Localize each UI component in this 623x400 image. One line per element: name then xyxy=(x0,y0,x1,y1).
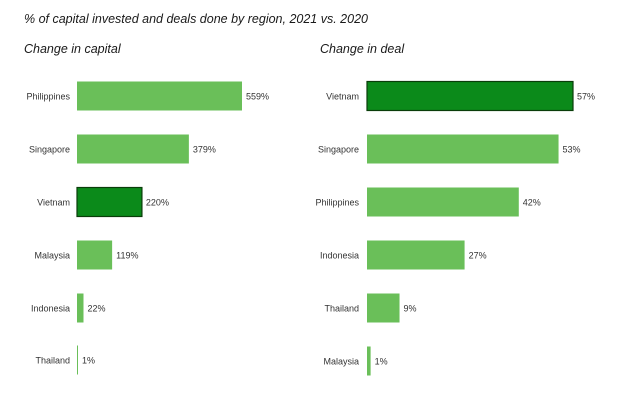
capital-category-label-indonesia: Indonesia xyxy=(31,304,70,314)
capital-value-label-vietnam: 220% xyxy=(146,198,169,208)
capital-value-label-malaysia: 119% xyxy=(116,251,138,261)
deal-value-label-malaysia: 1% xyxy=(375,357,388,367)
capital-panel-title: Change in capital xyxy=(24,42,121,56)
capital-category-label-thailand: Thailand xyxy=(35,356,70,366)
deal-bar-thailand xyxy=(367,293,400,323)
capital-value-label-singapore: 379% xyxy=(193,145,216,155)
deal-category-label-malaysia: Malaysia xyxy=(323,357,359,367)
capital-value-label-indonesia: 22% xyxy=(87,304,105,314)
capital-category-label-philippines: Philippines xyxy=(26,92,70,102)
deal-bar-singapore xyxy=(367,134,559,164)
deal-category-label-vietnam: Vietnam xyxy=(326,92,359,102)
deal-panel-title: Change in deal xyxy=(320,42,405,56)
capital-bar-philippines xyxy=(77,81,242,111)
deal-category-label-thailand: Thailand xyxy=(324,304,359,314)
deal-category-label-philippines: Philippines xyxy=(315,198,359,208)
capital-bar-vietnam xyxy=(76,186,143,218)
capital-bar-indonesia xyxy=(77,293,84,323)
capital-bar-malaysia xyxy=(77,240,113,270)
chart-title: % of capital invested and deals done by … xyxy=(24,12,368,26)
deal-bar-indonesia xyxy=(367,240,465,270)
deal-value-label-singapore: 53% xyxy=(563,145,581,155)
capital-value-label-thailand: 1% xyxy=(82,356,95,366)
deal-category-label-indonesia: Indonesia xyxy=(320,251,359,261)
deal-value-label-indonesia: 27% xyxy=(469,251,487,261)
capital-value-label-philippines: 559% xyxy=(246,92,269,102)
capital-bar-thailand xyxy=(77,345,78,375)
capital-category-label-vietnam: Vietnam xyxy=(37,198,70,208)
deal-bar-vietnam xyxy=(366,80,574,112)
capital-category-label-singapore: Singapore xyxy=(29,145,70,155)
deal-category-label-singapore: Singapore xyxy=(318,145,359,155)
capital-bar-singapore xyxy=(77,134,189,164)
deal-bar-malaysia xyxy=(367,346,371,376)
deal-value-label-philippines: 42% xyxy=(523,198,541,208)
capital-category-label-malaysia: Malaysia xyxy=(34,251,70,261)
deal-value-label-vietnam: 57% xyxy=(577,92,595,102)
deal-value-label-thailand: 9% xyxy=(404,304,417,314)
deal-bar-philippines xyxy=(367,187,519,217)
